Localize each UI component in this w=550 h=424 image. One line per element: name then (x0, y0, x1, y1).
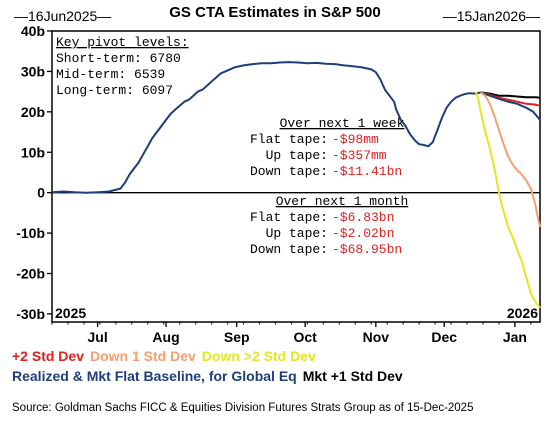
month-box-row-label: Up tape: (266, 226, 328, 241)
x-tick-label: Sep (224, 329, 250, 345)
week-box-row-label: Flat tape: (250, 132, 328, 147)
legend-item-down-2-std: Down >2 Std Dev (201, 348, 316, 364)
month-box-row-label: Flat tape: (250, 210, 328, 225)
pivot-row: Mid-term: 6539 (56, 67, 165, 82)
end-date-label: —15Jan2026— (443, 8, 540, 24)
chart-series (51, 61, 541, 309)
week-box-heading: Over next 1 week (280, 116, 405, 131)
y-tick-label: 30b (21, 63, 45, 79)
pivot-row: Short-term: 6780 (56, 51, 181, 66)
legend-item-baseline: Realized & Mkt Flat Baseline, for Global… (12, 368, 297, 384)
y-tick-label: 40b (21, 23, 45, 39)
y-tick-label: -20b (16, 266, 45, 282)
week-box-row-value: -$11.41bn (332, 164, 402, 179)
month-box-row-value: -$2.02bn (332, 226, 394, 241)
x-tick-label: Dec (431, 329, 457, 345)
week-box-row-value: -$98mm (332, 132, 379, 147)
y-tick-label: 0 (37, 185, 45, 201)
chart-annotations: —16Jun2025— GS CTA Estimates in S&P 500 —1… (14, 4, 540, 257)
month-box-heading: Over next 1 month (276, 194, 409, 209)
month-box-row-value: -$68.95bn (332, 242, 402, 257)
legend-item-plus-2-std: +2 Std Dev (12, 348, 84, 364)
x-tick-label: Nov (363, 329, 390, 345)
start-date-label: —16Jun2025— (14, 8, 111, 24)
plot-frame (51, 30, 541, 323)
y-tick-label: 10b (21, 144, 45, 160)
week-box-row-value: -$357mm (332, 148, 387, 163)
month-box-row-value: -$6.83bn (332, 210, 394, 225)
series-line-4 (480, 91, 541, 228)
pivot-heading: Key pivot levels: (56, 35, 189, 50)
x-tick-label: Aug (152, 329, 179, 345)
month-box-row-label: Down tape: (250, 242, 328, 257)
legend-item-down-1-std: Down 1 Std Dev (89, 348, 196, 364)
year-end-label: 2026 (507, 305, 538, 321)
year-start-label: 2025 (55, 305, 86, 321)
source-note: Source: Goldman Sachs FICC & Equities Di… (12, 402, 474, 414)
y-tick-label: -10b (16, 225, 45, 241)
series-line-0 (51, 61, 481, 194)
chart-title: GS CTA Estimates in S&P 500 (169, 4, 380, 21)
chart-axes: 40b 30b 20b 10b 0 -10b -20b -30b Jul Aug Sep Oct Nov… (16, 23, 541, 345)
y-tick-label: -30b (16, 306, 45, 322)
week-box-row-label: Up tape: (266, 148, 328, 163)
series-line-5 (475, 92, 541, 309)
week-box-row-label: Down tape: (250, 164, 328, 179)
x-tick-label: Jul (87, 329, 107, 345)
x-tick-label: Oct (293, 329, 317, 345)
legend-row-2: Realized & Mkt Flat Baseline, for Global… (12, 368, 409, 384)
series-line-1 (480, 91, 541, 99)
legend-item-plus-1-std: Mkt +1 Std Dev (302, 368, 403, 384)
y-tick-label: 20b (21, 104, 45, 120)
series-line-3 (480, 91, 541, 121)
legend-row-1: +2 Std Dev Down 1 Std Dev Down >2 Std Dev (12, 348, 322, 364)
pivot-row: Long-term: 6097 (56, 83, 173, 98)
x-tick-label: Jan (503, 329, 527, 345)
